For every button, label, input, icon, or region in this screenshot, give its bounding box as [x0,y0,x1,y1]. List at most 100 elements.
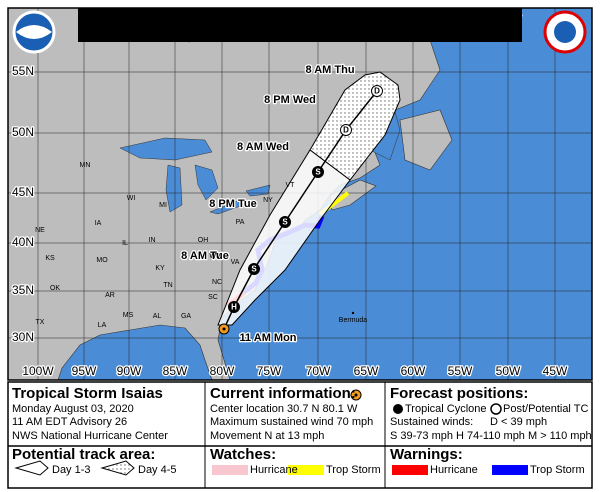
legend-heading: Watches: [210,446,276,463]
longitude-label: 90W [117,364,142,378]
legend-text: Trop Storm [530,464,585,476]
legend-text: Post/Potential TC [503,403,588,415]
position-letter: D [343,126,349,135]
place-label: OK [50,285,60,292]
place-label: MO [96,257,108,264]
day45-icon [100,460,135,476]
position-symbol [248,263,260,275]
noaa-logo-bird [16,25,52,39]
current-position-dot [222,327,226,331]
place-label: VT [286,182,296,189]
cone-day45 [309,71,401,181]
legend-heading: Forecast positions: [390,385,528,402]
time-label: 8 PM Wed [264,94,316,106]
place-label: MI [159,202,167,209]
position-letter: D [374,87,380,96]
legend-text: D < 39 mph [490,416,547,428]
place-label: TN [163,282,172,289]
legend-heading: Warnings: [390,446,463,463]
storm-warning-swatch [492,465,528,475]
legend-text: Hurricane [250,464,298,476]
note-box [78,8,522,42]
legend-text: 11 AM EDT Advisory 26 [12,416,127,428]
position-symbol [312,166,324,178]
legend-text: Maximum sustained wind 70 mph [210,416,373,428]
time-label: 8 AM Tue [181,250,229,262]
position-letter: S [282,218,288,227]
place-label: AR [105,292,115,299]
time-label: 8 AM Wed [237,141,289,153]
map-border [7,7,593,381]
place-label: IN [149,237,156,244]
legend-text: Sustained winds: [390,416,473,428]
longitude-label: 95W [72,364,97,378]
latitude-label: 40N [12,235,34,249]
hurricane-watch-swatch [212,465,248,475]
longitude-label: 80W [210,364,235,378]
graticule [8,8,592,380]
longitude-label: 75W [257,364,282,378]
longitude-label: 50W [496,364,521,378]
position-letter: S [315,168,321,177]
post-icon [490,403,502,415]
longitude-label: 70W [306,364,331,378]
place-label: GA [181,313,191,320]
position-symbol [228,301,240,313]
place-label: Bermuda [339,317,368,324]
place-label: AL [153,313,162,320]
legend-text: Trop Storm [326,464,381,476]
latitude-label: 30N [12,330,34,344]
legend-text: Tropical Cyclone [405,403,487,415]
time-label: 11 AM Mon [239,332,296,344]
legend-text: Movement N at 13 mph [210,430,324,442]
legend-text: Hurricane [430,464,478,476]
latitude-label: 50N [12,125,34,139]
place-label: IL [122,240,128,247]
place-label: LA [98,322,107,329]
place-label: WV [209,253,221,260]
day13-icon [14,460,49,476]
current-icon-dot [354,393,358,397]
place-label: IA [95,220,102,227]
bermuda-dot [351,311,355,315]
position-letter: H [231,303,237,312]
place-label: WI [127,195,136,202]
position-letter: S [251,265,257,274]
place-label: TX [36,319,45,326]
legend-heading: Current information: [210,385,356,402]
lake [209,198,247,215]
place-label: NC [212,279,222,286]
longitude-label: 45W [543,364,568,378]
position-symbol [279,216,291,228]
legend-text: Monday August 03, 2020 [12,403,134,415]
position-symbol [371,85,383,97]
storm-watch-swatch [288,465,324,475]
legend-heading: Potential track area: [12,446,155,463]
place-label: NY [263,197,273,204]
legend-heading: Tropical Storm Isaias [12,385,163,402]
tropical-icon [393,404,403,414]
time-label: 8 AM Thu [305,64,354,76]
legend-text: Center location 30.7 N 80.1 W [210,403,358,415]
nws-logo-center [554,21,576,43]
map: 55N 50N 45N 40N 35N 30N 100W 95W 90W 85W 80W 75W 70W… [8,8,592,380]
place-label: KY [155,265,165,272]
legend-text: Day 1-3 [52,464,91,476]
longitude-label: 60W [401,364,426,378]
cone-day13 [217,149,351,326]
lake [165,164,183,213]
legend-text: NWS National Hurricane Center [12,430,168,442]
longitude-label: 100W [22,364,54,378]
place-label: OH [198,237,209,244]
latitude-label: 45N [12,185,34,199]
lake [119,137,213,161]
place-label: VA [231,259,240,266]
place-label: PA [236,219,245,226]
time-label: 8 PM Tue [209,198,256,210]
legend-text: S 39-73 mph H 74-110 mph M > 110 mph [390,430,592,442]
lake [194,164,219,201]
hurricane-warning-swatch [392,465,428,475]
place-label: NE [35,227,45,234]
